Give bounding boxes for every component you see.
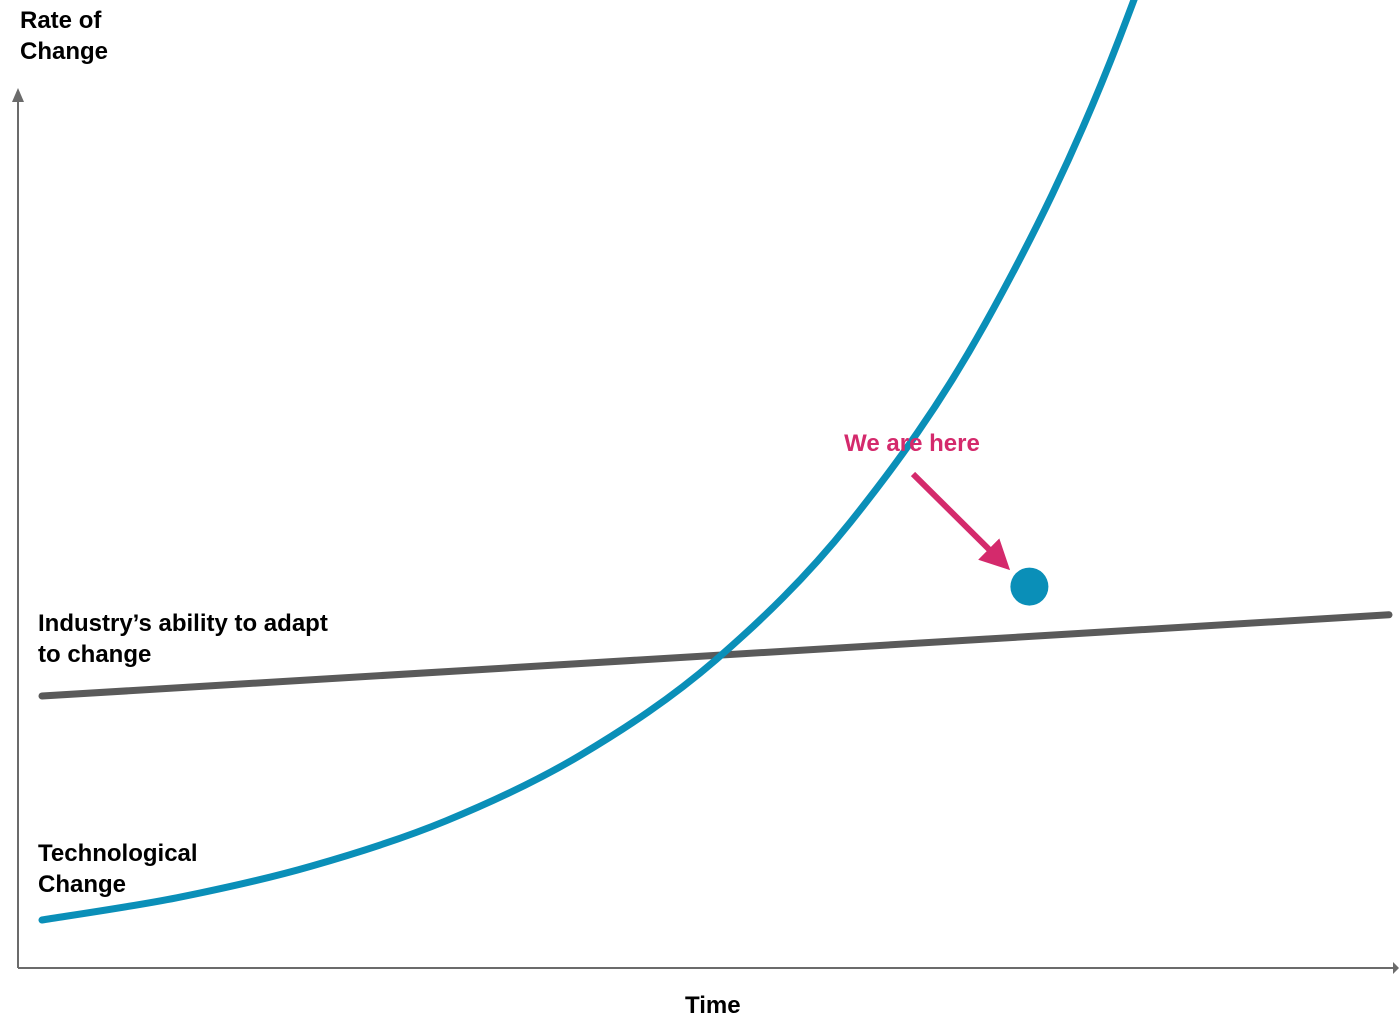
technological-change-label: Technological Change <box>38 840 198 898</box>
industry-adaptation-line <box>38 611 1393 700</box>
x-axis-title: Time <box>685 992 741 1019</box>
technological-change-label-line: Technological <box>38 840 198 867</box>
industry-adaptation-label: Industry’s ability to adapt to change <box>38 610 328 668</box>
annotation-layer: We are here <box>844 430 1049 606</box>
technological-change-label-line: Change <box>38 871 126 898</box>
we-are-here-label: We are here <box>844 430 980 457</box>
x-axis-arrow-icon <box>1393 962 1399 974</box>
industry-adaptation-label-line: to change <box>38 641 151 668</box>
label-layer: Industry’s ability to adapt to change Tech… <box>38 610 328 898</box>
industry-adaptation-label-line: Industry’s ability to adapt <box>38 610 328 637</box>
series-layer <box>38 0 1393 924</box>
y-axis-title: Rate of Change <box>20 7 109 65</box>
axes <box>12 88 1399 974</box>
we-are-here-arrow-icon <box>910 471 1011 571</box>
technological-change-line <box>38 0 1138 924</box>
y-axis-arrow-icon <box>12 88 24 102</box>
we-are-here-marker <box>1010 567 1049 606</box>
